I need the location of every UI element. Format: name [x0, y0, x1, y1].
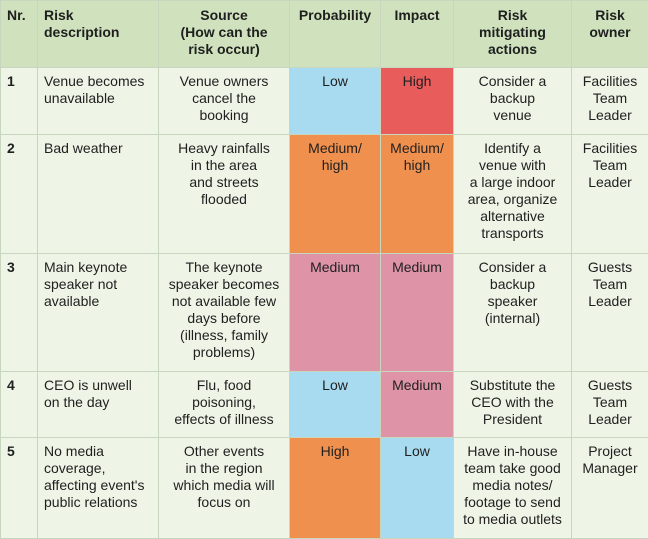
header-source: Source (How can the risk occur) [159, 1, 290, 68]
mitigation-cell: Have in-house team take good media notes… [454, 438, 572, 539]
owner-cell: Guests Team Leader [572, 372, 648, 438]
risk-description: Venue becomes unavailable [38, 68, 159, 135]
probability-cell: Low [290, 372, 381, 438]
risk-description: CEO is unwell on the day [38, 372, 159, 438]
row-number: 4 [1, 372, 38, 438]
probability-cell: Low [290, 68, 381, 135]
row-number: 3 [1, 254, 38, 372]
owner-cell: Guests Team Leader [572, 254, 648, 372]
row-number: 1 [1, 68, 38, 135]
owner-cell: Facilities Team Leader [572, 135, 648, 254]
row-number: 2 [1, 135, 38, 254]
header-mitigating-actions: Risk mitigating actions [454, 1, 572, 68]
mitigation-cell: Identify a venue with a large indoor are… [454, 135, 572, 254]
table-row: 2 Bad weather Heavy rainfalls in the are… [1, 135, 648, 254]
probability-cell: Medium [290, 254, 381, 372]
table-row: 3 Main keynote speaker not available The… [1, 254, 648, 372]
table-row: 1 Venue becomes unavailable Venue owners… [1, 68, 648, 135]
risk-source: Heavy rainfalls in the area and streets … [159, 135, 290, 254]
table-row: 4 CEO is unwell on the day Flu, food poi… [1, 372, 648, 438]
risk-description: Bad weather [38, 135, 159, 254]
table-row: 5 No media coverage, affecting event's p… [1, 438, 648, 539]
header-impact: Impact [381, 1, 454, 68]
risk-source: Other events in the region which media w… [159, 438, 290, 539]
mitigation-cell: Consider a backup venue [454, 68, 572, 135]
risk-source: Venue owners cancel the booking [159, 68, 290, 135]
impact-cell: Medium [381, 372, 454, 438]
risk-source: The keynote speaker becomes not availabl… [159, 254, 290, 372]
probability-cell: High [290, 438, 381, 539]
risk-description: No media coverage, affecting event's pub… [38, 438, 159, 539]
risk-description: Main keynote speaker not available [38, 254, 159, 372]
header-nr: Nr. [1, 1, 38, 68]
probability-cell: Medium/ high [290, 135, 381, 254]
header-risk-owner: Risk owner [572, 1, 648, 68]
header-probability: Probability [290, 1, 381, 68]
impact-cell: High [381, 68, 454, 135]
owner-cell: Project Manager [572, 438, 648, 539]
mitigation-cell: Substitute the CEO with the President [454, 372, 572, 438]
header-risk-description: Risk description [38, 1, 159, 68]
row-number: 5 [1, 438, 38, 539]
impact-cell: Medium/ high [381, 135, 454, 254]
impact-cell: Low [381, 438, 454, 539]
risk-source: Flu, food poisoning, effects of illness [159, 372, 290, 438]
impact-cell: Medium [381, 254, 454, 372]
owner-cell: Facilities Team Leader [572, 68, 648, 135]
mitigation-cell: Consider a backup speaker (internal) [454, 254, 572, 372]
header-row: Nr. Risk description Source (How can the… [1, 1, 648, 68]
